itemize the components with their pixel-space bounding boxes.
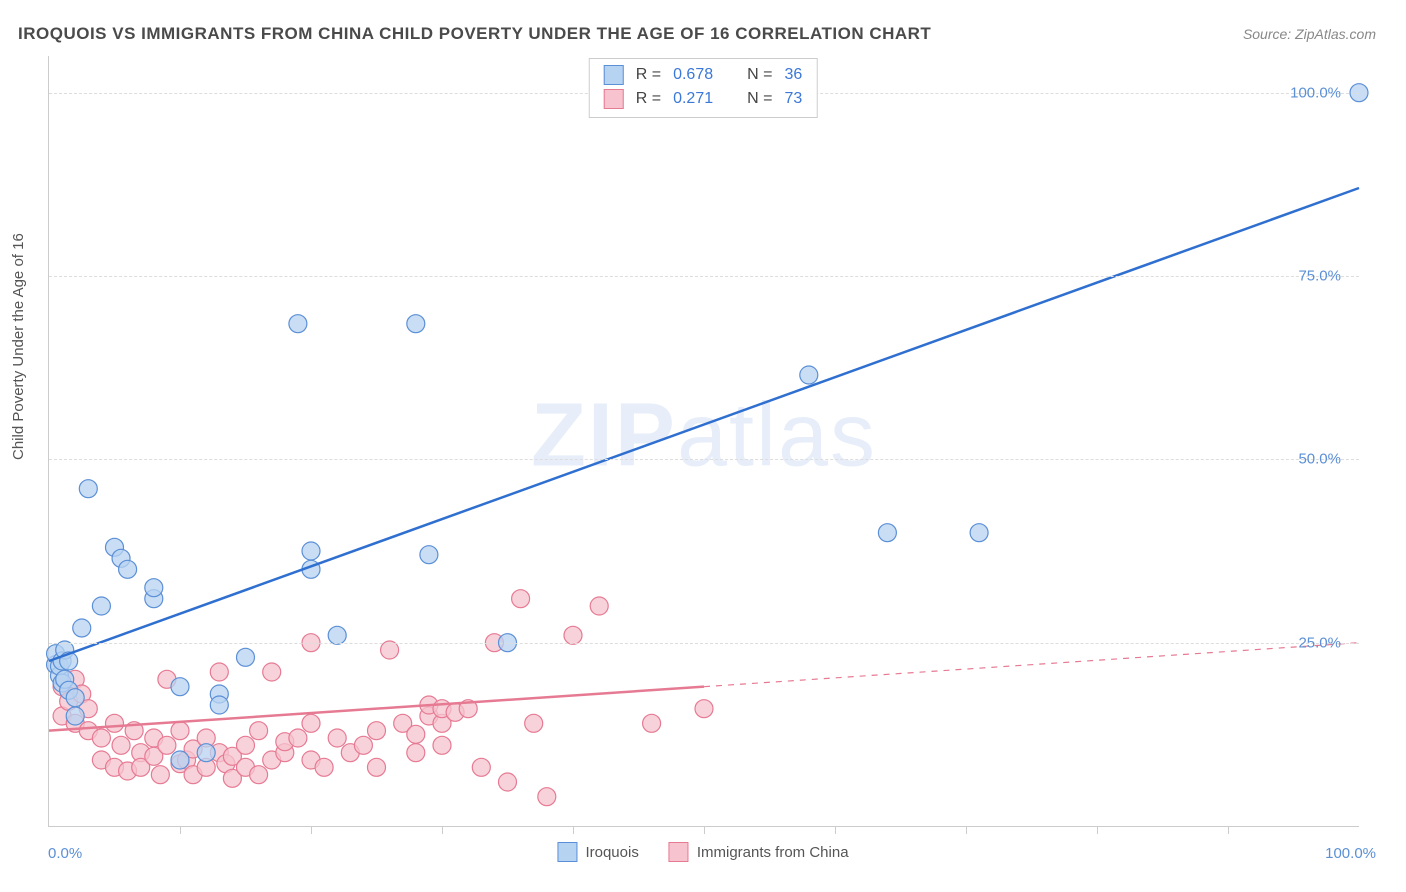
swatch-series1: [557, 842, 577, 862]
x-axis-min-label: 0.0%: [48, 845, 82, 862]
y-axis-label: Child Poverty Under the Age of 16: [10, 233, 27, 460]
legend-item-series1: Iroquois: [557, 842, 638, 862]
legend-label-series2: Immigrants from China: [697, 844, 849, 861]
legend: Iroquois Immigrants from China: [557, 842, 848, 862]
gridline: [49, 276, 1359, 277]
x-tick: [966, 826, 967, 834]
r-value-series1: 0.678: [673, 63, 713, 87]
stats-row-series1: R = 0.678 N = 36: [604, 63, 803, 87]
y-tick-label: 25.0%: [1298, 634, 1341, 651]
x-tick: [180, 826, 181, 834]
n-label: N =: [747, 87, 772, 111]
x-axis-max-label: 100.0%: [1325, 845, 1376, 862]
r-value-series2: 0.271: [673, 87, 713, 111]
y-tick-label: 100.0%: [1290, 84, 1341, 101]
y-tick-label: 50.0%: [1298, 451, 1341, 468]
n-value-series1: 36: [784, 63, 802, 87]
swatch-series2: [604, 89, 624, 109]
stats-row-series2: R = 0.271 N = 73: [604, 87, 803, 111]
x-tick: [1097, 826, 1098, 834]
n-value-series2: 73: [784, 87, 802, 111]
r-label: R =: [636, 63, 661, 87]
r-label: R =: [636, 87, 661, 111]
legend-label-series1: Iroquois: [585, 844, 638, 861]
n-label: N =: [747, 63, 772, 87]
x-tick: [311, 826, 312, 834]
swatch-series2: [669, 842, 689, 862]
gridline: [49, 643, 1359, 644]
swatch-series1: [604, 65, 624, 85]
plot-area: ZIPatlas 25.0%50.0%75.0%100.0%: [48, 56, 1359, 827]
y-tick-label: 75.0%: [1298, 268, 1341, 285]
correlation-stats-box: R = 0.678 N = 36 R = 0.271 N = 73: [589, 58, 818, 118]
x-tick: [1228, 826, 1229, 834]
legend-item-series2: Immigrants from China: [669, 842, 849, 862]
chart-svg: [49, 56, 1359, 826]
x-tick: [835, 826, 836, 834]
chart-title: IROQUOIS VS IMMIGRANTS FROM CHINA CHILD …: [18, 24, 931, 44]
source-attribution: Source: ZipAtlas.com: [1243, 26, 1376, 42]
x-tick: [704, 826, 705, 834]
gridline: [49, 459, 1359, 460]
x-tick: [573, 826, 574, 834]
x-tick: [442, 826, 443, 834]
